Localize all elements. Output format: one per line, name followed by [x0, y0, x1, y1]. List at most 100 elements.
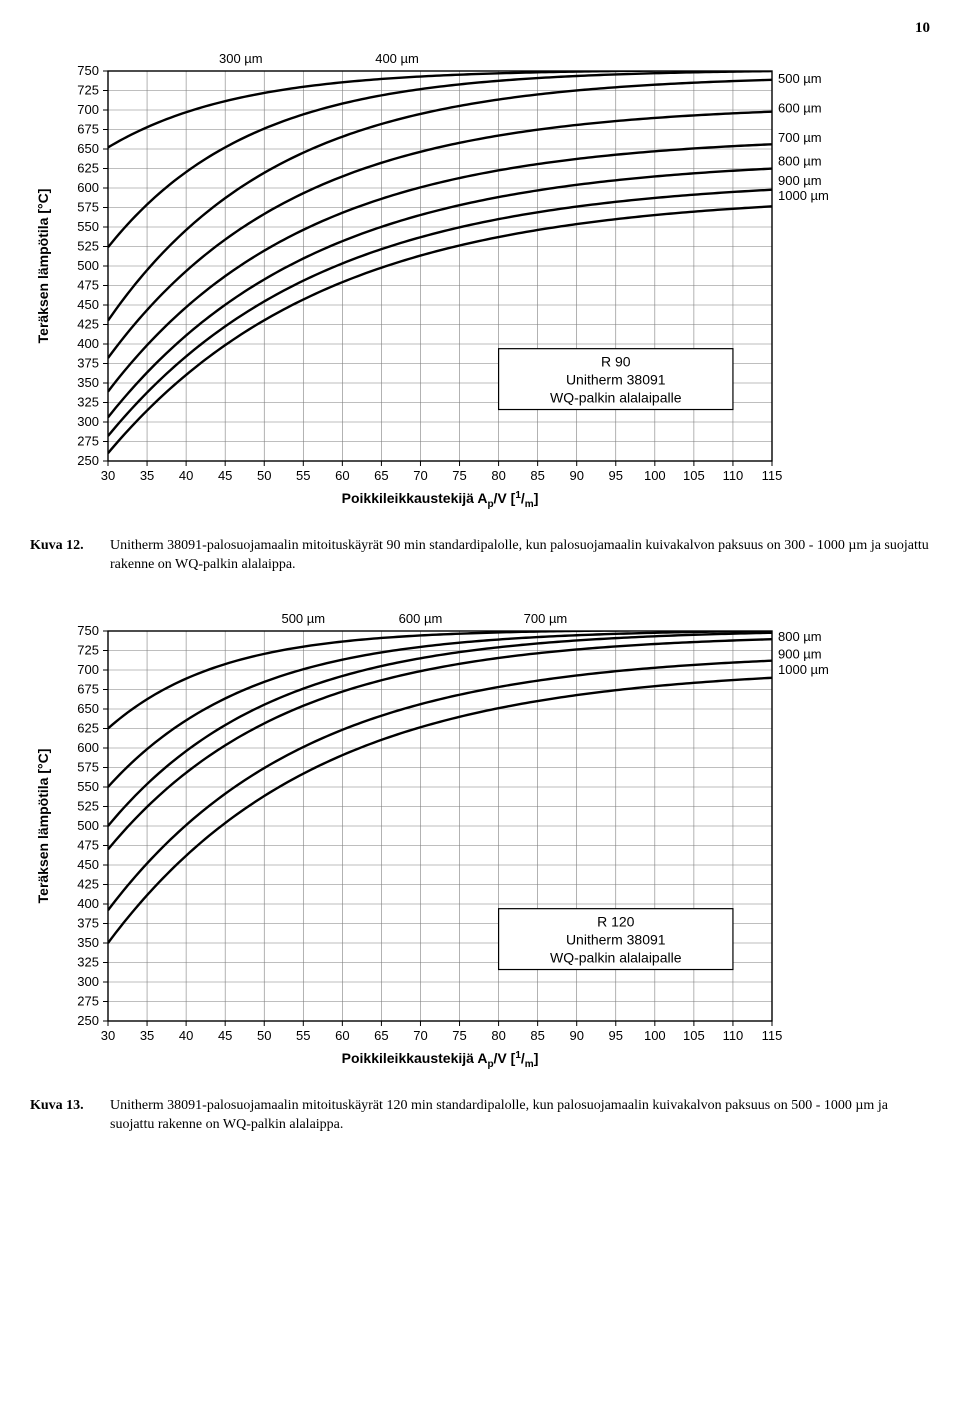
svg-text:75: 75 — [452, 468, 466, 483]
svg-text:60: 60 — [335, 1028, 349, 1043]
svg-text:575: 575 — [77, 200, 99, 215]
svg-text:100: 100 — [644, 468, 666, 483]
svg-text:Unitherm 38091: Unitherm 38091 — [566, 931, 666, 947]
svg-text:675: 675 — [77, 122, 99, 137]
svg-text:400: 400 — [77, 336, 99, 351]
svg-text:95: 95 — [609, 468, 623, 483]
svg-text:Teräksen lämpötila [°C]: Teräksen lämpötila [°C] — [35, 189, 51, 344]
svg-text:65: 65 — [374, 1028, 388, 1043]
svg-text:325: 325 — [77, 954, 99, 969]
svg-text:80: 80 — [491, 468, 505, 483]
svg-text:Teräksen lämpötila [°C]: Teräksen lämpötila [°C] — [35, 748, 51, 903]
caption-kuva13: Kuva 13. Unitherm 38091-palosuojamaalin … — [30, 1097, 930, 1135]
caption-text: Unitherm 38091-palosuojamaalin mitoitusk… — [110, 537, 930, 575]
svg-text:525: 525 — [77, 798, 99, 813]
svg-text:300 µm: 300 µm — [219, 51, 263, 66]
svg-text:95: 95 — [609, 1028, 623, 1043]
svg-text:30: 30 — [101, 468, 115, 483]
svg-text:700: 700 — [77, 662, 99, 677]
svg-text:45: 45 — [218, 1028, 232, 1043]
svg-text:50: 50 — [257, 1028, 271, 1043]
svg-text:40: 40 — [179, 468, 193, 483]
svg-text:115: 115 — [762, 1028, 783, 1043]
svg-text:550: 550 — [77, 219, 99, 234]
svg-text:500 µm: 500 µm — [778, 71, 822, 86]
svg-text:90: 90 — [569, 1028, 583, 1043]
svg-text:55: 55 — [296, 468, 310, 483]
svg-text:80: 80 — [491, 1028, 505, 1043]
svg-text:500: 500 — [77, 818, 99, 833]
svg-text:30: 30 — [101, 1028, 115, 1043]
chart-r120: 3035404550556065707580859095100105110115… — [30, 603, 930, 1083]
svg-text:575: 575 — [77, 759, 99, 774]
svg-text:300: 300 — [77, 414, 99, 429]
svg-text:50: 50 — [257, 468, 271, 483]
svg-text:450: 450 — [77, 857, 99, 872]
svg-text:100: 100 — [644, 1028, 666, 1043]
svg-text:85: 85 — [530, 468, 544, 483]
svg-text:625: 625 — [77, 720, 99, 735]
svg-text:400: 400 — [77, 896, 99, 911]
svg-text:725: 725 — [77, 642, 99, 657]
svg-text:425: 425 — [77, 317, 99, 332]
svg-text:450: 450 — [77, 297, 99, 312]
svg-text:600: 600 — [77, 180, 99, 195]
svg-text:800 µm: 800 µm — [778, 153, 822, 168]
caption-text: Unitherm 38091-palosuojamaalin mitoitusk… — [110, 1097, 930, 1135]
svg-text:R 90: R 90 — [601, 354, 631, 370]
svg-text:600 µm: 600 µm — [778, 100, 822, 115]
svg-text:500 µm: 500 µm — [281, 611, 325, 626]
svg-text:700: 700 — [77, 102, 99, 117]
svg-text:800 µm: 800 µm — [778, 629, 822, 644]
svg-text:275: 275 — [77, 993, 99, 1008]
svg-text:45: 45 — [218, 468, 232, 483]
svg-text:250: 250 — [77, 453, 99, 468]
svg-text:725: 725 — [77, 83, 99, 98]
svg-text:110: 110 — [723, 468, 744, 483]
svg-text:350: 350 — [77, 935, 99, 950]
svg-text:325: 325 — [77, 395, 99, 410]
svg-text:65: 65 — [374, 468, 388, 483]
svg-text:35: 35 — [140, 468, 154, 483]
svg-text:115: 115 — [762, 468, 783, 483]
svg-text:35: 35 — [140, 1028, 154, 1043]
svg-text:55: 55 — [296, 1028, 310, 1043]
svg-text:600: 600 — [77, 740, 99, 755]
svg-text:40: 40 — [179, 1028, 193, 1043]
svg-text:750: 750 — [77, 623, 99, 638]
svg-text:Unitherm 38091: Unitherm 38091 — [566, 372, 666, 388]
svg-text:75: 75 — [452, 1028, 466, 1043]
svg-text:675: 675 — [77, 681, 99, 696]
svg-text:600 µm: 600 µm — [399, 611, 443, 626]
svg-text:375: 375 — [77, 915, 99, 930]
svg-text:400 µm: 400 µm — [375, 51, 419, 66]
svg-text:85: 85 — [530, 1028, 544, 1043]
svg-text:1000 µm: 1000 µm — [778, 188, 829, 203]
svg-text:R 120: R 120 — [597, 913, 635, 929]
svg-text:550: 550 — [77, 779, 99, 794]
svg-text:625: 625 — [77, 161, 99, 176]
svg-text:250: 250 — [77, 1013, 99, 1028]
chart-r90: 3035404550556065707580859095100105110115… — [30, 43, 930, 523]
svg-text:110: 110 — [723, 1028, 744, 1043]
svg-text:300: 300 — [77, 974, 99, 989]
svg-text:900 µm: 900 µm — [778, 173, 822, 188]
svg-text:275: 275 — [77, 434, 99, 449]
svg-text:650: 650 — [77, 701, 99, 716]
svg-text:WQ-palkin alalaipalle: WQ-palkin alalaipalle — [550, 949, 682, 965]
svg-text:475: 475 — [77, 278, 99, 293]
svg-text:375: 375 — [77, 356, 99, 371]
svg-text:650: 650 — [77, 141, 99, 156]
svg-text:475: 475 — [77, 837, 99, 852]
svg-text:500: 500 — [77, 258, 99, 273]
svg-text:WQ-palkin alalaipalle: WQ-palkin alalaipalle — [550, 390, 682, 406]
svg-text:70: 70 — [413, 468, 427, 483]
svg-text:900 µm: 900 µm — [778, 646, 822, 661]
caption-kuva12: Kuva 12. Unitherm 38091-palosuojamaalin … — [30, 537, 930, 575]
svg-text:60: 60 — [335, 468, 349, 483]
svg-text:350: 350 — [77, 375, 99, 390]
svg-text:700 µm: 700 µm — [778, 130, 822, 145]
page-number: 10 — [30, 20, 930, 37]
svg-text:70: 70 — [413, 1028, 427, 1043]
caption-label: Kuva 13. — [30, 1097, 110, 1135]
